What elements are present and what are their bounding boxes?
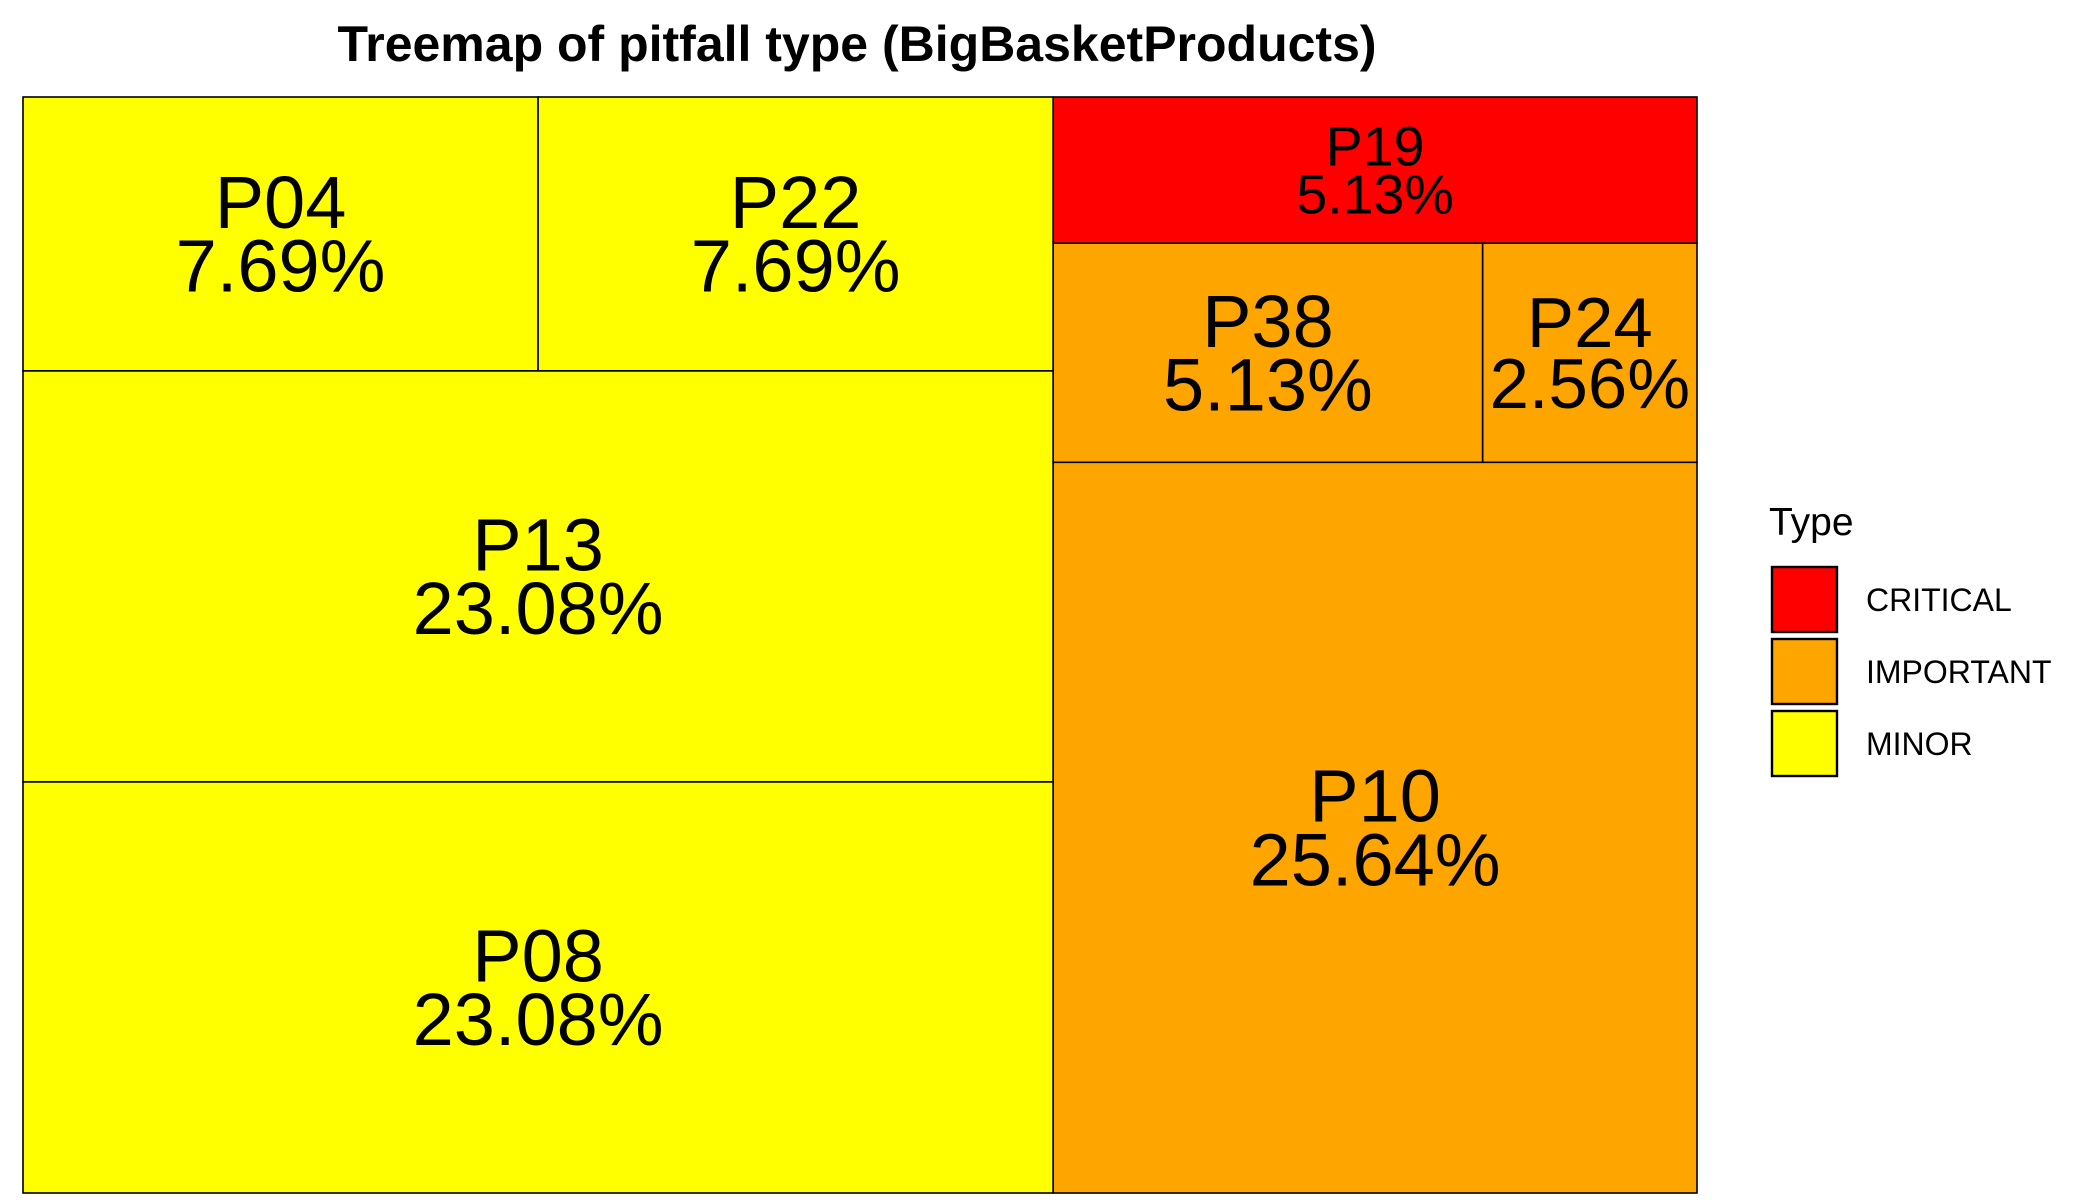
legend-label: MINOR — [1866, 726, 1973, 762]
tile-name-label: P19 — [1326, 116, 1425, 178]
tile-value-label: 7.69% — [691, 225, 901, 308]
tile-value-label: 5.13% — [1296, 163, 1454, 225]
legend-item-minor: MINOR — [1770, 709, 1973, 778]
legend-key-critical — [1770, 565, 1839, 634]
legend-key-important — [1770, 637, 1839, 706]
tile-value-label: 23.08% — [413, 567, 664, 650]
tile-name-label: P13 — [472, 504, 604, 587]
tile-name-label: P04 — [215, 161, 347, 244]
legend-items: CRITICAL IMPORTANT MINOR — [1770, 565, 2051, 778]
tile-rect-p10 — [1052, 461, 1698, 1194]
tile-rect-p22 — [537, 96, 1054, 372]
tile-name-label: P08 — [472, 915, 604, 998]
tile-rect-p04 — [22, 96, 539, 372]
tile-rect-p08 — [22, 781, 1054, 1194]
tile-name-label: P38 — [1202, 280, 1334, 363]
legend-key-minor — [1770, 709, 1839, 778]
legend-label: CRITICAL — [1866, 582, 2012, 618]
tile-rect-p24 — [1481, 242, 1698, 464]
tile-value-label: 7.69% — [176, 225, 386, 308]
tile-value-label: 25.64% — [1250, 818, 1501, 901]
tile-rect-p38 — [1052, 242, 1484, 464]
treemap-tiles: P047.69%P227.69%P1323.08%P0823.08%P195.1… — [22, 96, 1698, 1194]
legend-label: IMPORTANT — [1866, 654, 2051, 690]
tile-value-label: 23.08% — [413, 978, 664, 1061]
tile-rect-p13 — [22, 370, 1054, 783]
chart-title: Treemap of pitfall type (BigBasketProduc… — [337, 16, 1376, 72]
tile-rect-p19 — [1052, 96, 1698, 244]
tile-name-label: P10 — [1309, 755, 1441, 838]
tile-name-label: P22 — [730, 161, 862, 244]
tile-name-label: P24 — [1527, 283, 1653, 362]
tile-value-label: 5.13% — [1163, 343, 1373, 426]
tile-value-label: 2.56% — [1490, 344, 1691, 423]
legend-title: Type — [1769, 501, 1854, 544]
legend-item-important: IMPORTANT — [1770, 637, 2051, 706]
legend: Type CRITICAL IMPORTANT MINOR — [1769, 501, 2051, 778]
legend-item-critical: CRITICAL — [1770, 565, 2012, 634]
